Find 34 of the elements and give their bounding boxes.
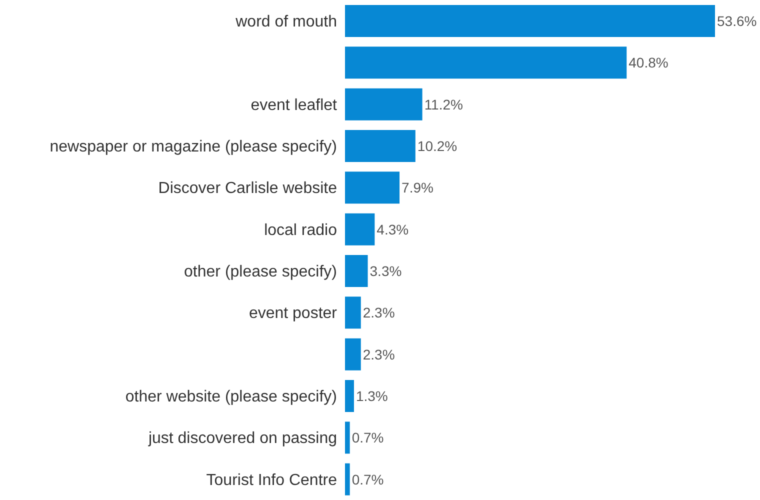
y-tick-label: event poster [248, 305, 338, 322]
bar [345, 5, 715, 37]
data-label: 11.2% [424, 96, 463, 112]
data-label: 1.3% [356, 388, 388, 404]
data-label: 3.3% [370, 262, 402, 279]
bar [345, 255, 368, 287]
y-tick-label: local radio [264, 222, 338, 239]
bar [345, 172, 400, 204]
bar [345, 422, 350, 454]
y-tick-label: Discover Carlisle website [158, 180, 338, 198]
data-label: 0.7% [352, 430, 384, 446]
bar [345, 338, 361, 370]
bar [345, 130, 416, 162]
bar [345, 296, 361, 329]
bar [345, 88, 422, 120]
bar [345, 213, 375, 246]
data-label: 0.7% [352, 471, 384, 488]
data-label: 40.8% [628, 54, 668, 71]
data-label: 10.2% [417, 138, 458, 154]
y-tick-label: event leaflet [250, 96, 338, 114]
y-tick-label: word of mouth [234, 14, 337, 31]
data-label: 4.3% [376, 221, 409, 238]
data-label: 7.9% [402, 180, 434, 196]
y-tick-label: just discovered on passing [147, 430, 337, 448]
y-tick-label: other website (please specify) [125, 388, 337, 406]
bar [345, 463, 350, 496]
bar [345, 380, 354, 412]
y-tick-label: newspaper or magazine (please specify) [50, 138, 337, 156]
y-tick-label: Tourist Info Centre [206, 472, 338, 489]
data-label: 2.3% [362, 304, 395, 321]
data-label: 2.3% [362, 346, 395, 362]
bar [345, 46, 627, 79]
data-label: 53.6% [717, 12, 757, 29]
y-tick-label: other (please specify) [184, 264, 337, 281]
